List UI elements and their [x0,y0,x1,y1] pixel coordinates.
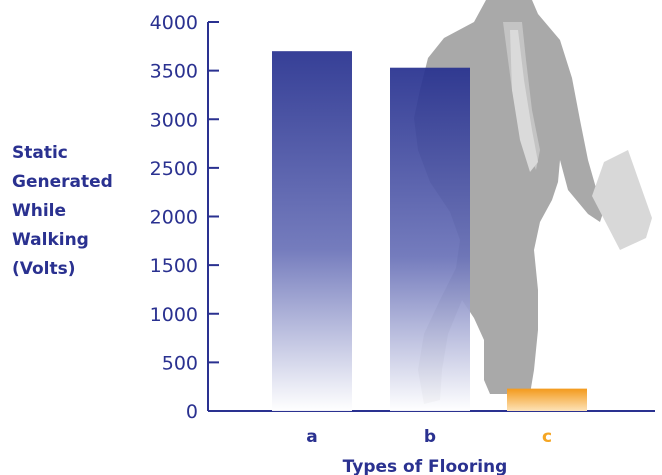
bars [272,51,587,412]
y-tick-label: 0 [186,401,198,423]
y-tick-label: 4000 [150,12,198,34]
y-axis-title-line: Walking [12,230,89,250]
y-axis-title: Static Generated While Walking (Volts) [12,143,113,279]
x-tick-label-b: b [424,427,436,447]
y-tick-label: 3000 [150,109,198,131]
y-tick-label: 2000 [150,207,198,229]
bar-c [507,388,587,411]
x-tick-label-a: a [306,427,317,447]
y-tick-label: 2500 [150,158,198,180]
y-tick-label: 1500 [150,255,198,277]
y-axis-title-line: (Volts) [12,259,76,279]
silhouette-tie [510,30,538,172]
bar-b [390,67,470,412]
y-axis-title-line: While [12,201,66,221]
y-axis-title-line: Generated [12,172,113,192]
y-tick-label: 500 [162,352,198,374]
silhouette-folder [592,150,652,250]
y-axis-title-line: Static [12,143,68,163]
y-tick-label: 3500 [150,61,198,83]
bar-a [272,51,352,412]
x-axis-title: Types of Flooring [343,457,508,475]
x-tick-label-c: c [542,427,552,447]
labels: a b c [306,427,552,447]
y-tick-label: 1000 [150,304,198,326]
